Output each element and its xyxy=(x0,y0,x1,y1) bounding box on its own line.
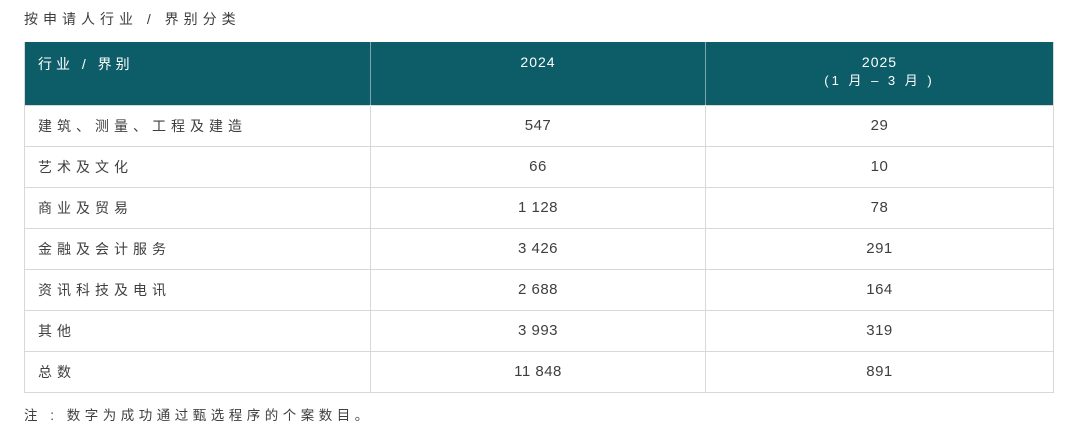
row-category-total: 总数 xyxy=(24,350,371,393)
row-value-2025: 29 xyxy=(705,104,1054,147)
header-row: 行业 / 界别 2024 2025 (1 月 – 3 月 ) xyxy=(24,42,1054,105)
column-header-2025-months: (1 月 – 3 月 ) xyxy=(824,73,935,88)
row-category: 其他 xyxy=(24,309,371,352)
table-row-total: 总数 11 848 891 xyxy=(24,350,1054,393)
page-title: 按申请人行业 / 界别分类 xyxy=(24,11,241,27)
table-row: 资讯科技及电讯 2 688 164 xyxy=(24,268,1054,311)
table-body: 建筑、测量、工程及建造 547 29 艺术及文化 66 10 商业及贸易 1 1… xyxy=(24,104,1054,393)
table-row: 商业及贸易 1 128 78 xyxy=(24,186,1054,229)
column-header-2024: 2024 xyxy=(370,42,706,105)
table-row: 其他 3 993 319 xyxy=(24,309,1054,352)
row-value-2025: 891 xyxy=(705,350,1054,393)
table-row: 金融及会计服务 3 426 291 xyxy=(24,227,1054,270)
row-value-2025: 319 xyxy=(705,309,1054,352)
row-value-2024: 3 426 xyxy=(370,227,706,270)
column-header-2024-label: 2024 xyxy=(520,54,556,70)
row-value-2025: 164 xyxy=(705,268,1054,311)
row-category: 商业及贸易 xyxy=(24,186,371,229)
row-value-2024: 1 128 xyxy=(370,186,706,229)
row-category: 建筑、测量、工程及建造 xyxy=(24,104,371,147)
row-category: 资讯科技及电讯 xyxy=(24,268,371,311)
column-header-industry: 行业 / 界别 xyxy=(24,42,371,105)
footnote: 注 : 数字为成功通过甄选程序的个案数目。 xyxy=(24,408,373,423)
column-header-2025: 2025 (1 月 – 3 月 ) xyxy=(705,42,1054,105)
row-value-2024: 66 xyxy=(370,145,706,188)
table-row: 艺术及文化 66 10 xyxy=(24,145,1054,188)
row-value-2024: 11 848 xyxy=(370,350,706,393)
table-row: 建筑、测量、工程及建造 547 29 xyxy=(24,104,1054,147)
row-value-2025: 291 xyxy=(705,227,1054,270)
row-value-2024: 2 688 xyxy=(370,268,706,311)
industry-sector-table: 行业 / 界别 2024 2025 (1 月 – 3 月 ) 建筑、测量、工程及… xyxy=(24,42,1054,393)
row-category: 艺术及文化 xyxy=(24,145,371,188)
row-value-2024: 3 993 xyxy=(370,309,706,352)
row-value-2025: 78 xyxy=(705,186,1054,229)
column-header-2025-year: 2025 xyxy=(861,54,898,70)
table-header: 行业 / 界别 2024 2025 (1 月 – 3 月 ) xyxy=(24,42,1054,105)
row-value-2024: 547 xyxy=(370,104,706,147)
row-category: 金融及会计服务 xyxy=(24,227,371,270)
row-value-2025: 10 xyxy=(705,145,1054,188)
